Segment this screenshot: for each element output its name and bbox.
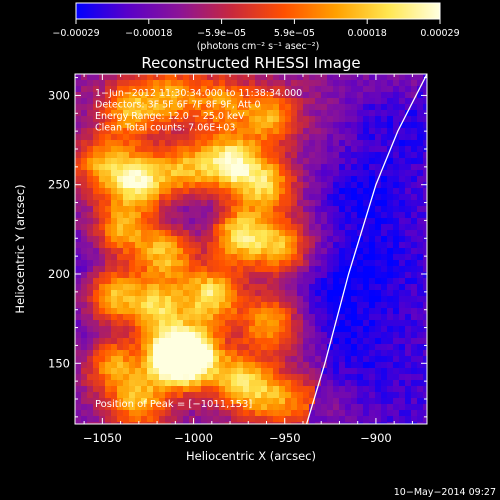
y-tick-label: 150 [48, 356, 70, 370]
y-axis-ticks: 150 200 250 300 [48, 77, 427, 418]
colorbar-ticks: −0.00029 −0.00018 −5.9e−05 5.9e−05 0.00018 0.… [52, 19, 460, 39]
annotation-line: Energy Range: 12.0 − 25.0 keV [95, 111, 245, 122]
x-tick-label: −1050 [83, 431, 122, 445]
peak-position-label: Position of Peak = [−1011,153] [95, 399, 252, 410]
y-tick-label: 200 [48, 267, 70, 281]
x-axis-label: Heliocentric X (arcsec) [186, 449, 316, 463]
heatmap-image [75, 74, 427, 424]
annotation-line: Clean Total counts: 7.06E+03 [95, 123, 235, 134]
plot-frame [74, 73, 428, 425]
colorbar-unit-label: (photons cm⁻² s⁻¹ asec⁻²) [197, 41, 320, 52]
colorbar-tick-label: 0.00018 [348, 28, 387, 39]
annotation-line: Detectors: 3F 5F 6F 7F 8F 9F, Att 0 [95, 100, 261, 111]
chart-title: Reconstructed RHESSI Image [141, 54, 360, 72]
colorbar-tick-label: −0.00029 [52, 28, 99, 39]
x-axis-ticks: −1050 −1000 −950 −900 [83, 74, 413, 445]
colorbar-tick-label: −0.00018 [125, 28, 172, 39]
colorbar [75, 2, 441, 20]
colorbar-tick-label: 5.9e−05 [274, 28, 315, 39]
y-tick-label: 300 [48, 88, 70, 102]
solar-limb-line [305, 74, 427, 424]
annotation-line: 1−Jun−2012 11:30:34.000 to 11:38:34.000 [95, 88, 302, 99]
y-tick-label: 250 [48, 178, 70, 192]
x-tick-label: −900 [360, 431, 392, 445]
colorbar-tick-label: −5.9e−05 [197, 28, 246, 39]
footer-timestamp: 10−May−2014 09:27 [394, 487, 496, 498]
x-tick-label: −1000 [174, 431, 213, 445]
x-tick-label: −950 [269, 431, 301, 445]
observation-annotations: 1−Jun−2012 11:30:34.000 to 11:38:34.000D… [95, 88, 302, 134]
y-axis-label: Heliocentric Y (arcsec) [13, 184, 27, 313]
colorbar-tick-label: 0.00029 [420, 28, 459, 39]
